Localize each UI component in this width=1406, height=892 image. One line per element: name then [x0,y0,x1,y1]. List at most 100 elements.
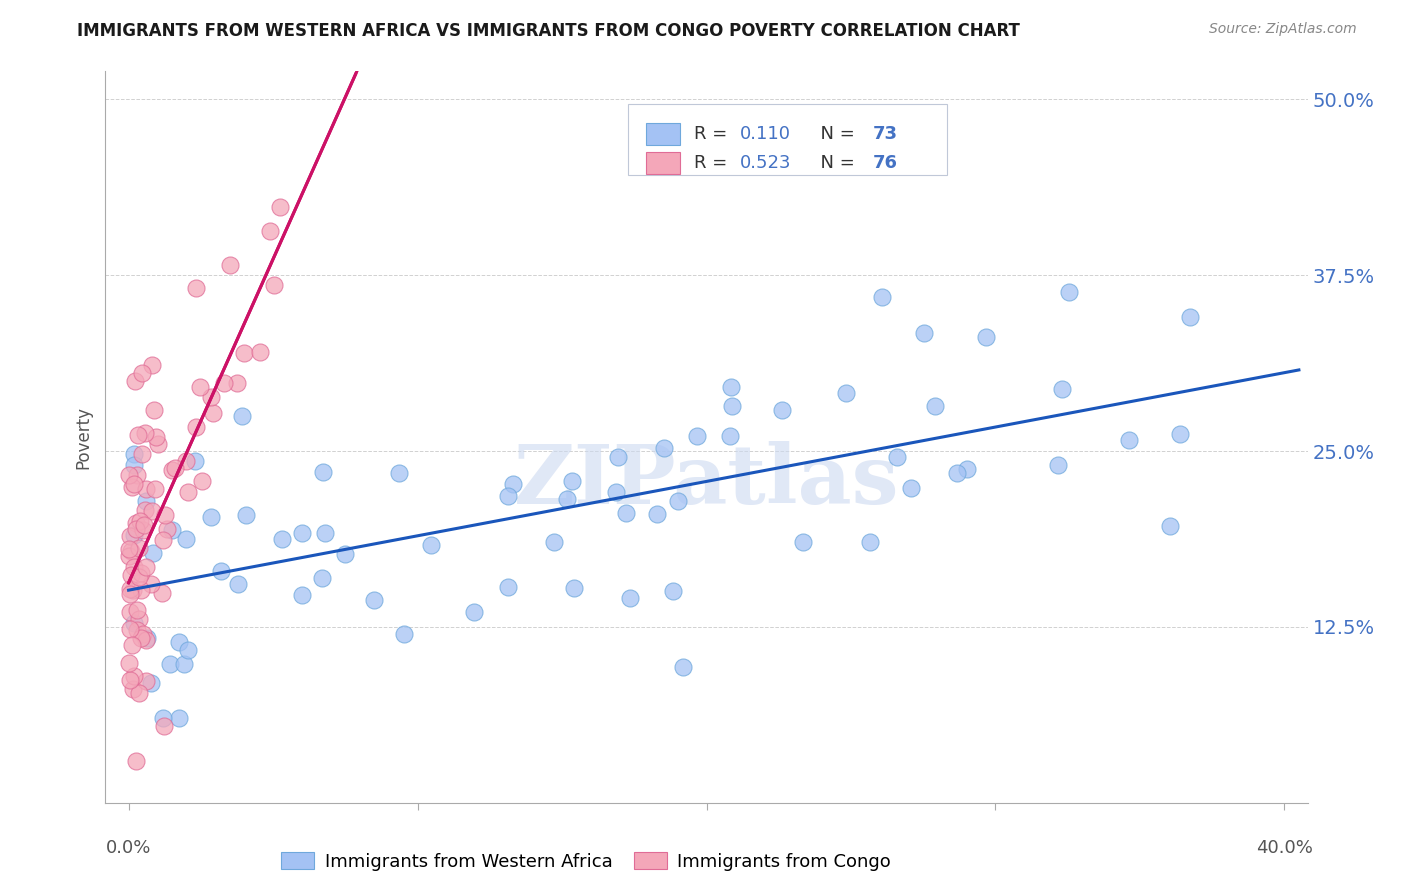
Point [607,450,630,464]
Point [136,632,159,646]
Text: R =: R = [695,153,734,172]
Point [605,484,627,499]
Point [718,429,741,443]
Point [118,549,141,564]
Point [496,489,519,503]
Point [792,535,814,549]
Point [202,406,225,420]
Text: IMMIGRANTS FROM WESTERN AFRICA VS IMMIGRANTS FROM CONGO POVERTY CORRELATION CHAR: IMMIGRANTS FROM WESTERN AFRICA VS IMMIGR… [77,22,1021,40]
Point [177,642,200,657]
Point [496,580,519,594]
Point [176,485,198,500]
Point [174,454,197,468]
Point [125,522,148,536]
Point [142,402,165,417]
Y-axis label: Poverty: Poverty [75,406,93,468]
Text: 73: 73 [872,125,897,143]
Point [186,419,208,434]
Point [502,477,524,491]
Point [167,711,190,725]
Point [124,374,146,388]
Point [118,541,141,556]
Point [314,525,336,540]
Point [120,568,142,582]
Point [291,588,314,602]
Point [214,376,236,390]
Text: 0.523: 0.523 [740,153,792,172]
Point [263,278,285,293]
Point [125,516,148,530]
Point [141,503,163,517]
Point [129,514,152,528]
Point [231,409,253,424]
Point [235,508,257,522]
Point [388,466,411,480]
Point [143,482,166,496]
Text: 40.0%: 40.0% [1256,839,1313,857]
Point [134,425,156,440]
Text: 0.0%: 0.0% [105,839,152,857]
Point [129,566,152,580]
Point [872,290,894,304]
Point [924,399,946,413]
Point [120,673,142,687]
Point [128,612,150,626]
Point [122,560,145,574]
Point [125,624,148,638]
Point [129,582,152,597]
Point [173,657,195,671]
Point [128,686,150,700]
Point [200,390,222,404]
Point [163,461,186,475]
Point [155,522,177,536]
Point [124,528,146,542]
Point [121,638,143,652]
Point [142,546,165,560]
Point [394,627,416,641]
Point [167,635,190,649]
FancyBboxPatch shape [628,103,948,175]
Point [662,584,685,599]
Point [233,346,256,360]
Point [152,719,174,733]
Text: Source: ZipAtlas.com: Source: ZipAtlas.com [1209,22,1357,37]
Point [335,547,357,561]
Point [125,603,148,617]
Point [145,430,167,444]
Point [146,437,169,451]
Point [139,577,162,591]
Text: 76: 76 [872,153,897,172]
Point [135,673,157,688]
Point [129,632,152,646]
Text: N =: N = [808,125,860,143]
Point [132,518,155,533]
Point [311,571,333,585]
Text: ZIPatlas: ZIPatlas [513,441,900,521]
Point [162,463,184,477]
Point [619,591,641,605]
Point [686,429,709,443]
Text: R =: R = [695,125,734,143]
Point [120,587,142,601]
Point [118,623,141,637]
Point [1118,433,1140,447]
Point [562,581,585,595]
Point [131,366,153,380]
Point [946,466,969,480]
Point [118,468,141,483]
Point [1050,382,1073,396]
FancyBboxPatch shape [647,122,681,145]
Point [770,403,793,417]
Point [118,605,141,619]
Point [124,447,146,461]
Point [135,494,157,508]
Point [118,656,141,670]
Point [614,506,637,520]
Point [859,534,882,549]
Point [259,224,281,238]
Point [312,465,335,479]
Point [363,592,385,607]
Point [720,380,742,394]
Point [190,474,212,488]
Point [124,458,146,472]
